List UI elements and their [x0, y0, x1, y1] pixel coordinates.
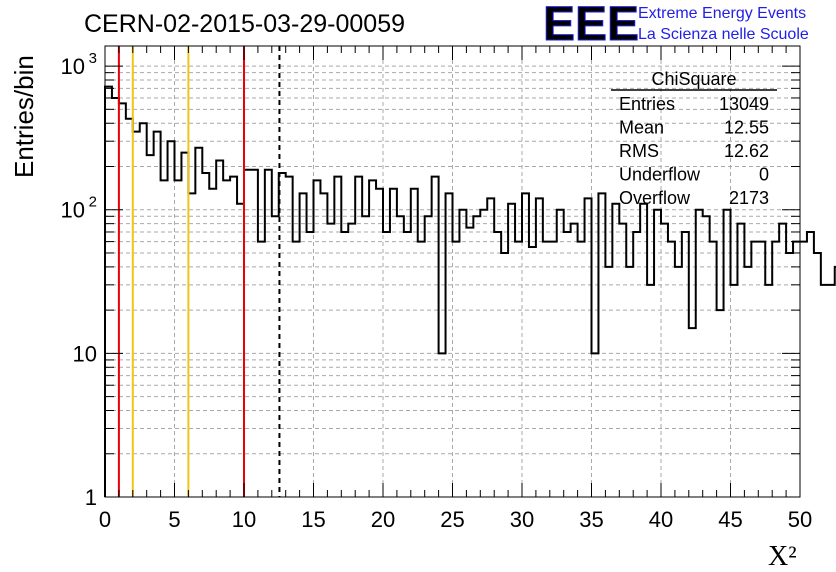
stats-value: 0	[759, 165, 769, 185]
x-tick-label: 50	[788, 507, 812, 532]
stats-value: 12.62	[724, 141, 769, 161]
histogram-outline	[104, 85, 836, 497]
eee-logo-mark: EEE	[543, 0, 639, 51]
x-tick-labels: 0 5 10 15 20 25 30 35 40 45 50	[99, 507, 812, 532]
eee-logo-line1: Extreme Energy Events	[638, 5, 806, 22]
y-tick-label: 10	[61, 198, 85, 223]
x-tick-label: 30	[510, 507, 534, 532]
histogram	[104, 85, 836, 497]
stats-label: Underflow	[619, 165, 701, 185]
stats-label: Overflow	[619, 188, 691, 208]
stats-rows: Entries 13049 Mean 12.55 RMS 12.62 Underflow 0 O…	[619, 94, 769, 208]
chart-title: CERN-02-2015-03-29-00059	[84, 10, 405, 38]
stats-value: 12.55	[724, 118, 769, 138]
x-tick-label: 40	[649, 507, 673, 532]
x-tick-label: 45	[718, 507, 742, 532]
y-tick-label: 10	[73, 341, 97, 366]
x-tick-label: 0	[99, 507, 111, 532]
y-tick-exponent: 3	[89, 50, 97, 67]
x-tick-label: 10	[232, 507, 256, 532]
stats-value: 13049	[719, 94, 769, 114]
stats-label: Mean	[619, 118, 664, 138]
stats-label: RMS	[619, 141, 659, 161]
y-tick-label: 1	[85, 485, 97, 510]
reference-lines	[117, 46, 281, 497]
x-tick-label: 5	[168, 507, 180, 532]
y-tick-exponent: 2	[89, 194, 97, 211]
y-tick-label: 10	[61, 54, 85, 79]
x-tick-label: 15	[301, 507, 325, 532]
x-tick-label: 25	[440, 507, 464, 532]
axis-ticks	[104, 46, 801, 498]
plot-frame	[104, 45, 801, 498]
eee-logo-line2: La Scienza nelle Scuole	[638, 26, 809, 43]
x-tick-label: 35	[579, 507, 603, 532]
stats-label: Entries	[619, 94, 675, 114]
eee-logo: EEE Extreme Energy Events La Scienza nel…	[543, 0, 809, 52]
y-axis-label: Entries/bin	[9, 55, 39, 178]
x-tick-label: 20	[371, 507, 395, 532]
stats-title: ChiSquare	[651, 69, 736, 89]
stats-value: 2173	[729, 188, 769, 208]
stats-box: ChiSquare Entries 13049 Mean 12.55 RMS 12.62 U…	[611, 69, 777, 208]
x-axis-label: X²	[768, 541, 797, 572]
